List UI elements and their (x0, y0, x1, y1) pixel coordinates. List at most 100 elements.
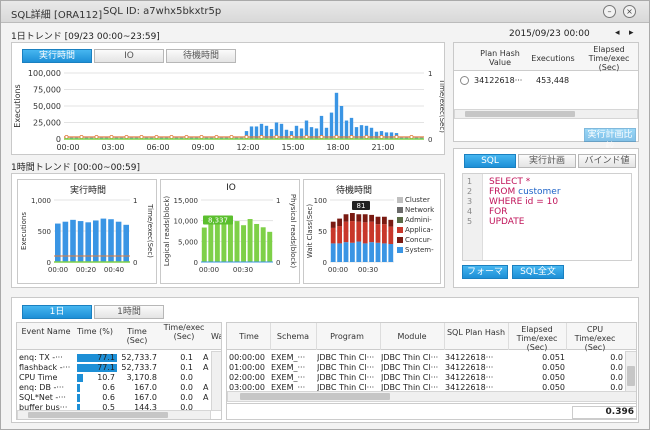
event-name: enq: DB -··· (19, 383, 65, 392)
time-per-exec-point (259, 135, 264, 140)
wait-table-row[interactable]: enq: TX -··· 77.1 52,733.7 0.1 A (17, 353, 211, 363)
next-date-icon[interactable]: ▸ (629, 28, 634, 38)
time-sec: 167.0 (134, 393, 157, 402)
daily-bar (364, 125, 369, 139)
y-axis-label: Executions (20, 212, 28, 250)
time-pct-bar (77, 374, 83, 382)
exec-cell: 0.0 (610, 383, 623, 392)
legend-label: Applica- (405, 226, 434, 234)
time-pct: 77.1 (97, 353, 115, 362)
prev-date-icon[interactable]: ◂ (615, 28, 620, 38)
wait-table-hscroll[interactable] (17, 410, 211, 419)
column-divider[interactable] (566, 323, 567, 350)
y-tick-label: 1,000 (31, 197, 51, 205)
time-per-exec-point (79, 135, 84, 140)
y2-axis-label: Time/exec(Sec) (146, 203, 154, 258)
wait-bar-segment (388, 226, 394, 245)
col-time-pct[interactable]: Time (%) (77, 327, 113, 336)
time-per-exec-point (124, 135, 129, 140)
plan-row-radio[interactable] (460, 76, 469, 85)
wait-table-vscroll[interactable] (211, 351, 221, 411)
exec-col-header[interactable]: Program (330, 332, 364, 341)
compare-plan-button[interactable]: 実行計画比較 (584, 128, 636, 152)
col-wait[interactable]: Wa (211, 332, 221, 341)
bottom-panel: 1日 1時間 Event Name Time (%) Time (Sec) Ti… (11, 297, 639, 423)
exec-col-header[interactable]: CPU Time/exec (Sec) (574, 325, 616, 352)
tab-bind-values[interactable]: バインド値 (578, 154, 636, 168)
time-pct: 10.7 (97, 373, 115, 382)
exec-cell: 34122618··· (445, 383, 494, 392)
plan-hash-panel: Plan Hash Value Executions Elapsed Time/… (453, 42, 639, 142)
format-button[interactable]: フォーマット (462, 265, 508, 289)
tab-exec-time[interactable]: 実行時間 (22, 49, 92, 63)
y2-axis-label: Physical reads(block) (289, 194, 297, 268)
sql-line: FOR (489, 207, 508, 217)
exec-col-header[interactable]: SQL Plan Hash (446, 328, 506, 337)
tab-sql[interactable]: SQL (464, 154, 516, 168)
wait-table-row[interactable]: flashback -··· 77.1 52,733.7 0.1 A (17, 363, 211, 373)
time-per-exec-point (214, 135, 219, 140)
exec-col-header[interactable]: Time (239, 332, 259, 341)
column-divider[interactable] (444, 323, 445, 350)
daily-bar (349, 117, 354, 139)
x-tick-label: 09:00 (191, 143, 214, 152)
io-bar (221, 219, 227, 262)
tab-wait-time[interactable]: 待機時間 (166, 49, 236, 63)
wait-bar-segment (337, 218, 342, 227)
col-executions[interactable]: Executions (531, 54, 575, 63)
plan-table-scrollbar[interactable] (454, 109, 638, 119)
io-chart: Logical reads(block) Physical reads(block… (163, 194, 297, 274)
wait-bar-segment (343, 214, 349, 222)
exec-col-header[interactable]: Schema (276, 332, 310, 341)
daily-bar (269, 129, 274, 139)
y-tick-label: 100 (314, 197, 327, 205)
time-per-exec-point (289, 135, 294, 140)
exec-table-row[interactable]: 01:00:00 EXEM_··· JDBC Thin Cl··· JDBC Thin… (227, 363, 625, 373)
tab-io[interactable]: IO (94, 49, 164, 63)
io-bar (247, 219, 253, 262)
exec-table-row[interactable]: 03:00:00 EXEM_··· JDBC Thin Cl··· JDBC Thin… (227, 383, 625, 393)
line-number: 4 (467, 207, 473, 216)
close-icon[interactable]: × (623, 5, 636, 18)
legend-swatch (397, 197, 403, 203)
time-per-exec-point (364, 135, 369, 140)
exec-cell: JDBC Thin Cl··· (317, 363, 375, 372)
time-pct-bar (77, 354, 118, 362)
wait-table-row[interactable]: CPU Time 10.7 3,170.8 0.0 (17, 373, 211, 383)
sql-full-text-button[interactable]: SQL全文 (512, 265, 564, 279)
wait-table-row[interactable]: SQL*Net -··· 0.6 167.0 0.0 A (17, 393, 211, 403)
time-per-exec-point (319, 135, 324, 140)
column-divider[interactable] (380, 323, 381, 350)
wait-table-row[interactable]: buffer bus··· 0.5 144.3 0.0 (17, 403, 211, 413)
y2-tick-label: 1 (428, 70, 432, 78)
io-bar (254, 223, 260, 262)
minimize-icon[interactable]: – (603, 5, 616, 18)
exec-table-row[interactable]: 02:00:00 EXEM_··· JDBC Thin Cl··· JDBC Thin… (227, 373, 625, 383)
col-elapsed[interactable]: Elapsed Time/exec (Sec) (588, 45, 630, 72)
exec-table-hscroll[interactable] (227, 391, 636, 402)
exec-col-header[interactable]: Module (397, 332, 427, 341)
title-bar[interactable]: SQL詳細 [ORA112] SQL ID: a7whx5bkxtr5p – × (1, 1, 649, 23)
col-time-exec[interactable]: Time/exec (Sec) (163, 323, 205, 341)
wait-bar-segment (356, 221, 362, 242)
exec-col-header[interactable]: Elapsed Time/exec (Sec) (516, 325, 558, 352)
time-sec: 3,170.8 (126, 373, 157, 382)
exec-bar (100, 218, 107, 262)
sql-editor[interactable]: 1 SELECT * 2 FROM customer 3 WHERE id = 10 4 FO… (462, 173, 632, 261)
tab-exec-plan[interactable]: 実行計画 (518, 154, 576, 168)
tab-one-day[interactable]: 1日 (22, 305, 92, 319)
col-plan-hash[interactable]: Plan Hash Value (480, 49, 520, 67)
time-sec: 52,733.7 (121, 353, 157, 362)
col-time-sec[interactable]: Time (Sec) (126, 327, 148, 345)
wait-bar-segment (388, 219, 394, 227)
wait-table-row[interactable]: enq: DB -··· 0.6 167.0 0.0 A (17, 383, 211, 393)
column-divider[interactable] (316, 323, 317, 350)
exec-table-row[interactable]: 00:00:00 EXEM_··· JDBC Thin Cl··· JDBC Thin… (227, 353, 625, 363)
event-name: SQL*Net -··· (19, 393, 66, 402)
column-divider[interactable] (270, 323, 271, 350)
date-display[interactable]: 2015/09/23 00:00 (509, 29, 590, 39)
column-divider[interactable] (508, 323, 509, 350)
tab-one-hour[interactable]: 1時間 (94, 305, 164, 319)
col-event-name[interactable]: Event Name (21, 327, 71, 336)
time-exec: 0.0 (180, 403, 193, 412)
